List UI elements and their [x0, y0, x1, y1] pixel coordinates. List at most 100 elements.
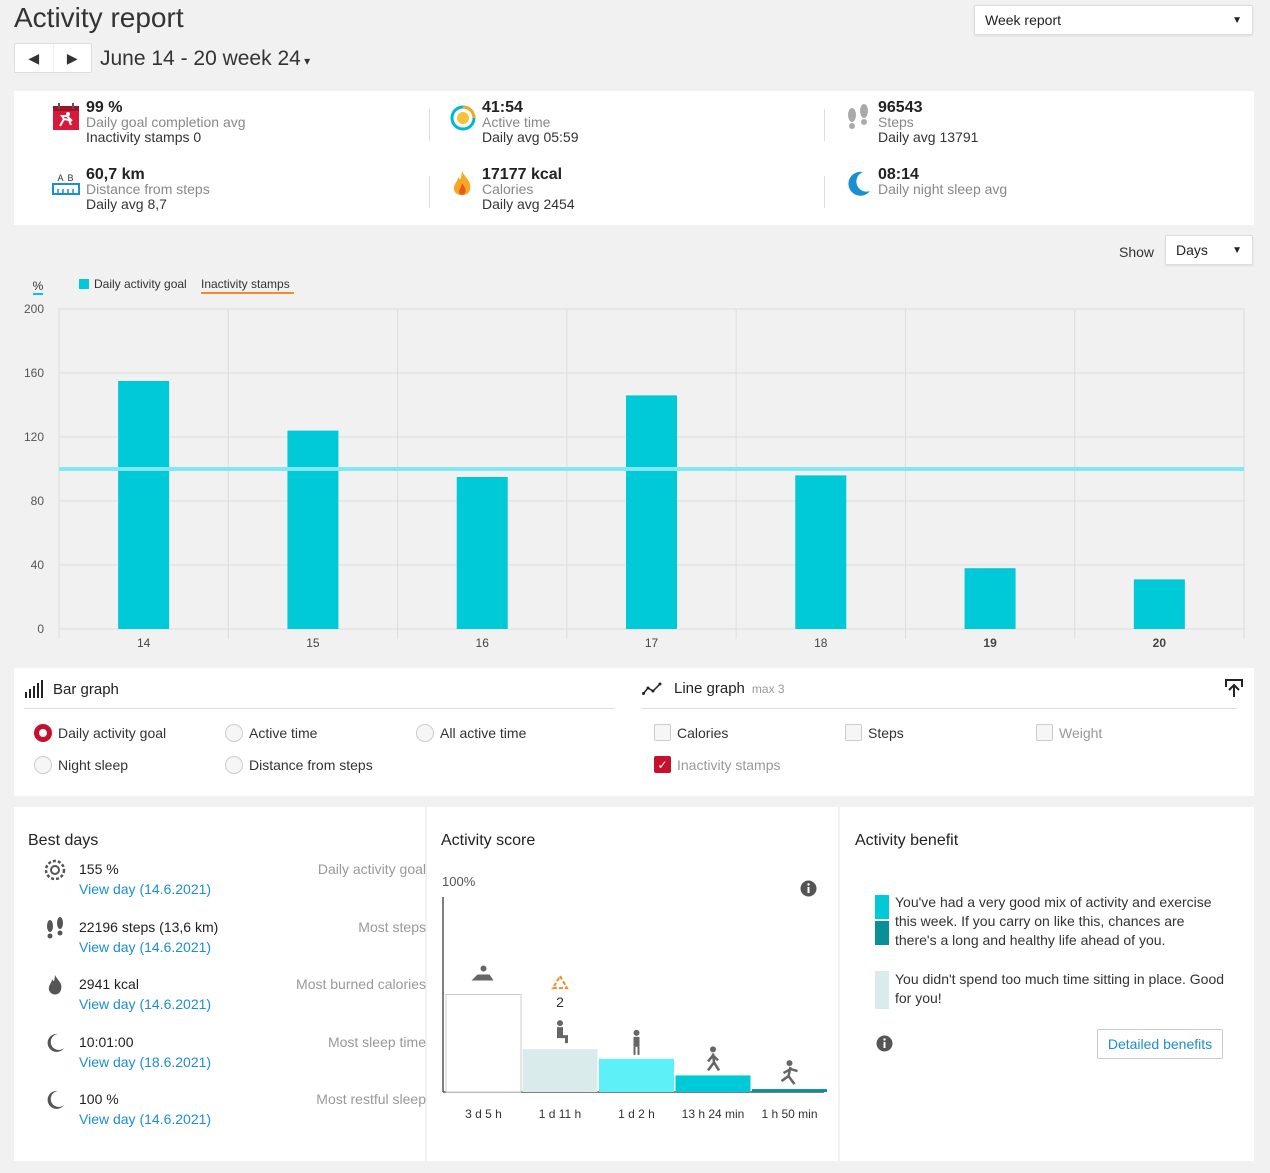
legend-daily-activity-goal: Daily activity goal — [94, 277, 187, 291]
running-figure-icon — [780, 1060, 798, 1085]
figure-head — [710, 1046, 716, 1053]
detailed-benefits-button[interactable]: Detailed benefits — [1097, 1029, 1223, 1059]
bar-option-label: All active time — [440, 725, 527, 741]
y-tick-label: 120 — [24, 430, 44, 444]
best-day-category: Daily activity goal — [317, 861, 426, 877]
best-day-row: 100 % View day (14.6.2021) Most restful sl… — [42, 1087, 426, 1135]
score-axis-label: 100% — [442, 874, 476, 889]
info-icon[interactable] — [800, 880, 817, 902]
bar-day-14 — [118, 381, 170, 629]
activity-score-title: Activity score — [441, 832, 536, 849]
figure-body — [633, 1036, 640, 1047]
summary-distance: A B 60,7 km Distance from steps Daily av… — [50, 167, 210, 212]
line-graph-header: Line graph max 3 — [642, 680, 785, 697]
legend-inactivity-stamps: Inactivity stamps — [201, 277, 290, 291]
summary-calories: 17177 kcal Calories Daily avg 2454 — [446, 167, 575, 212]
stamp-triangle — [551, 974, 569, 990]
best-days-panel: Best days 155 % View day (14.6.2021) Daily… — [14, 807, 426, 1161]
walking-figure-icon — [707, 1046, 721, 1072]
y-tick-label: 40 — [31, 558, 45, 572]
benefit-legend-2 — [875, 971, 889, 1009]
score-bar-sitting — [522, 1049, 598, 1092]
radio-icon — [225, 724, 243, 742]
legend-bar-teal — [875, 921, 889, 945]
bar-option-label: Distance from steps — [249, 757, 373, 773]
resting-figure-icon — [471, 965, 494, 981]
best-day-value: 10:01:00 — [79, 1034, 134, 1050]
line-graph-max: max 3 — [751, 681, 785, 696]
checkbox-icon — [1036, 724, 1053, 741]
figure-head — [480, 965, 487, 972]
best-day-row: 22196 steps (13,6 km) View day (14.6.2021… — [42, 915, 426, 963]
figure-head — [557, 1020, 563, 1027]
best-day-value: 155 % — [79, 861, 119, 877]
checkbox-checked-icon: ✓ — [654, 756, 671, 773]
best-days-title: Best days — [28, 832, 99, 849]
bar-option-daily-activity-goal[interactable]: Daily activity goal — [34, 724, 166, 742]
bar-option-all-active-time[interactable]: All active time — [416, 724, 526, 742]
graph-options-panel: Bar graph Line graph max 3 Daily activit… — [14, 668, 1254, 796]
distance-ruler-icon: A B — [50, 167, 82, 201]
line-option-steps[interactable]: Steps — [845, 724, 904, 741]
active-value: 41:54 — [482, 99, 523, 116]
best-day-row: 155 % View day (14.6.2021) Daily activity … — [42, 857, 426, 905]
date-range-label: June 14 - 20 week 24 — [100, 47, 301, 70]
previous-period-button[interactable]: ◀ — [28, 49, 40, 66]
bar-option-distance-from-steps[interactable]: Distance from steps — [225, 756, 373, 774]
steps-value: 96543 — [878, 99, 923, 116]
date-range-select[interactable]: June 14 - 20 week 24 ▾ — [100, 47, 310, 71]
line-option-weight[interactable]: Weight — [1036, 724, 1102, 741]
bar-option-night-sleep[interactable]: Night sleep — [34, 756, 128, 774]
bar-graph-title: Bar graph — [53, 680, 119, 698]
legend-bar-cyan — [875, 895, 889, 919]
best-day-category: Most restful sleep — [316, 1091, 426, 1107]
bar-option-label: Daily activity goal — [58, 725, 167, 741]
ruler-letters: A B — [57, 173, 75, 183]
activity-benefit-panel: Activity benefit You've had a very good … — [840, 807, 1254, 1161]
figure-legs — [633, 1046, 640, 1055]
view-day-link[interactable]: View day (14.6.2021) — [79, 881, 212, 897]
next-period-button[interactable]: ▶ — [52, 44, 92, 72]
figure-head — [633, 1029, 640, 1036]
view-day-link[interactable]: View day (14.6.2021) — [79, 939, 212, 955]
sleep-value: 08:14 — [878, 166, 919, 183]
score-bar-label: 1 d 11 h — [539, 1107, 581, 1121]
show-select[interactable]: Days ▼ — [1165, 235, 1253, 265]
flame-icon — [446, 167, 478, 201]
line-option-inactivity-stamps[interactable]: ✓ Inactivity stamps — [654, 756, 780, 773]
footprints-icon — [842, 100, 874, 134]
steps-sub: Daily avg 13791 — [878, 129, 979, 145]
sun-clock-icon — [446, 100, 478, 134]
benefit-text-sitting: You didn't spend too much time sitting i… — [895, 971, 1225, 1006]
divider — [642, 708, 1237, 709]
bar-day-15 — [287, 430, 339, 629]
divider — [824, 176, 825, 208]
x-tick-label: 20 — [1153, 636, 1167, 650]
best-day-category: Most sleep time — [327, 1034, 426, 1050]
bar-day-20 — [1133, 579, 1185, 629]
best-day-row: 10:01:00 View day (18.6.2021) Most sleep t… — [42, 1030, 426, 1078]
view-day-link[interactable]: View day (18.6.2021) — [79, 1054, 212, 1070]
goal-ring-icon — [42, 857, 68, 883]
line-chart-icon — [642, 682, 662, 695]
export-icon[interactable] — [1224, 678, 1244, 703]
line-option-calories[interactable]: Calories — [654, 724, 728, 741]
standing-figure-icon — [633, 1029, 640, 1055]
moon-icon — [42, 1087, 68, 1113]
sitting-figure-icon — [557, 1020, 568, 1044]
info-icon[interactable] — [876, 1035, 893, 1057]
summary-panel: 99 % Daily goal completion avg Inactivit… — [14, 91, 1254, 225]
caret-down-icon: ▾ — [300, 54, 311, 68]
summary-active-time: 41:54 Active time Daily avg 05:59 — [446, 100, 579, 145]
flame-icon — [42, 972, 68, 998]
checkbox-icon — [654, 724, 671, 741]
view-day-link[interactable]: View day (14.6.2021) — [79, 1111, 212, 1127]
figure-body — [557, 1027, 568, 1044]
footprints-icon — [42, 915, 68, 941]
calories-label: Calories — [482, 181, 534, 197]
view-day-link[interactable]: View day (14.6.2021) — [79, 996, 212, 1012]
bar-option-active-time[interactable]: Active time — [225, 724, 317, 742]
report-type-value: Week report — [985, 12, 1061, 28]
report-type-select[interactable]: Week report ▼ — [974, 5, 1253, 35]
score-bar-standing — [599, 1058, 674, 1092]
